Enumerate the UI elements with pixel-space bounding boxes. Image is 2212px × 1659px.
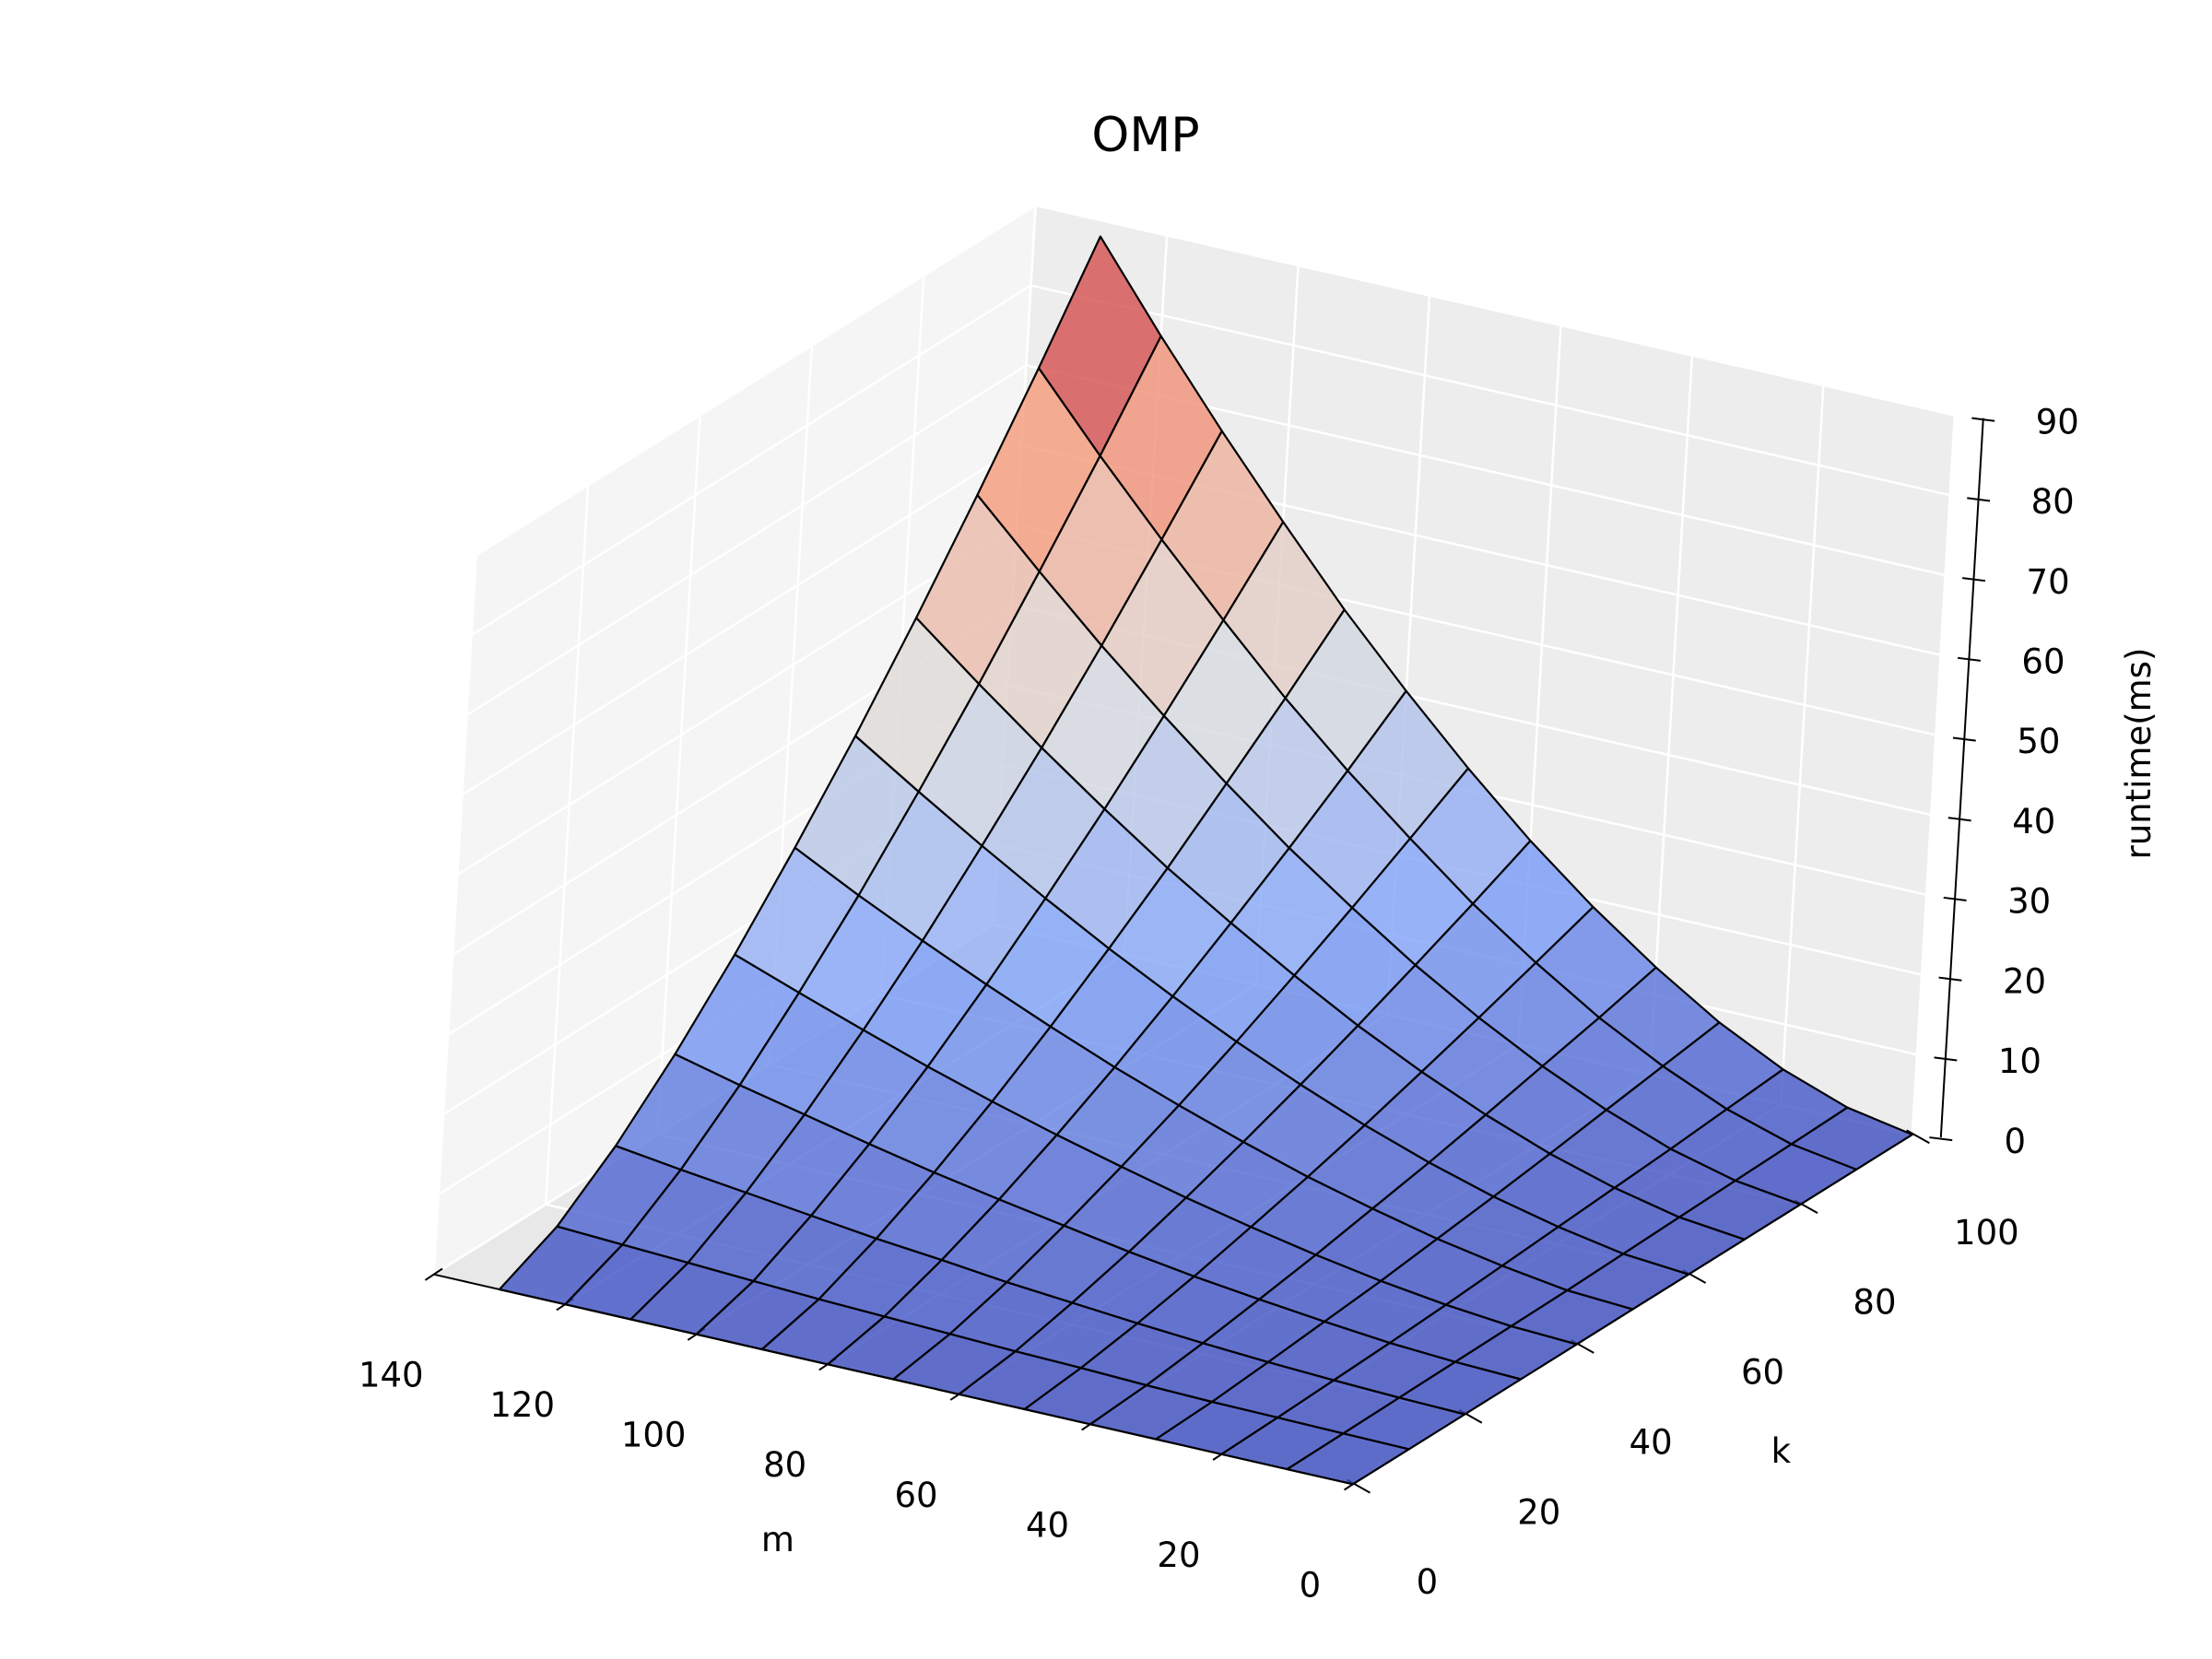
grid-line	[544, 485, 590, 1205]
x-axis-label: m	[761, 1520, 794, 1559]
x-tick-label: 80	[763, 1445, 806, 1485]
z-tick	[1938, 976, 1962, 982]
z-tick	[1967, 497, 1991, 502]
z-tick-label: 30	[2007, 882, 2051, 922]
z-axis-line	[1939, 418, 1984, 1138]
grid-line	[470, 284, 1032, 637]
grid-line	[656, 415, 701, 1135]
grid-line	[465, 364, 1028, 716]
y-tick-label: 0	[1417, 1562, 1439, 1602]
z-tick	[1971, 417, 1995, 422]
chart-title: OMP	[1091, 108, 1199, 163]
z-tick	[1929, 1136, 1953, 1142]
grid-line	[1911, 415, 1957, 1135]
grid-line	[476, 204, 1037, 557]
z-axis-label: runtime(ms)	[2119, 648, 2159, 860]
z-tick-label: 60	[2021, 642, 2065, 682]
z-tick-label: 0	[2005, 1122, 2027, 1161]
z-tick	[1957, 656, 1981, 662]
z-tick	[1947, 817, 1971, 822]
x-tick-label: 140	[359, 1356, 424, 1395]
x-tick-label: 60	[895, 1476, 938, 1515]
z-tick	[1952, 736, 1976, 742]
grid-line	[432, 555, 477, 1275]
surface	[498, 235, 1913, 1486]
z-tick-label: 80	[2031, 482, 2075, 522]
y-tick-label: 20	[1517, 1492, 1560, 1532]
z-tick-label: 70	[2027, 562, 2070, 602]
y-tick-label: 100	[1954, 1213, 2019, 1253]
grid-line	[456, 524, 1018, 877]
z-tick	[1934, 1056, 1958, 1062]
grid-line	[1035, 204, 1956, 417]
surface-facet	[1286, 1432, 1410, 1486]
y-tick-label: 40	[1630, 1422, 1673, 1462]
y-tick-label: 60	[1741, 1353, 1784, 1393]
z-tick-label: 40	[2012, 802, 2055, 841]
grid-line	[1030, 284, 1950, 497]
grid-line	[1648, 355, 1694, 1076]
x-tick-label: 40	[1026, 1505, 1069, 1545]
x-tick-label: 100	[621, 1416, 687, 1455]
x-tick-label: 20	[1157, 1535, 1200, 1575]
x-tick-label: 120	[489, 1385, 555, 1425]
grid-line	[461, 444, 1022, 796]
z-tick-label: 90	[2036, 402, 2079, 441]
z-tick	[1943, 896, 1967, 902]
grid-line	[1780, 384, 1825, 1105]
z-tick	[1962, 577, 1986, 582]
z-tick-label: 50	[2017, 722, 2060, 761]
z-tick-label: 10	[1998, 1041, 2041, 1081]
x-tick-label: 0	[1300, 1565, 1322, 1605]
z-tick-label: 20	[2003, 961, 2046, 1001]
y-tick	[1906, 1129, 1930, 1145]
x-tick	[424, 1267, 443, 1281]
y-tick-label: 80	[1853, 1283, 1896, 1323]
y-axis-label: k	[1771, 1431, 1792, 1471]
